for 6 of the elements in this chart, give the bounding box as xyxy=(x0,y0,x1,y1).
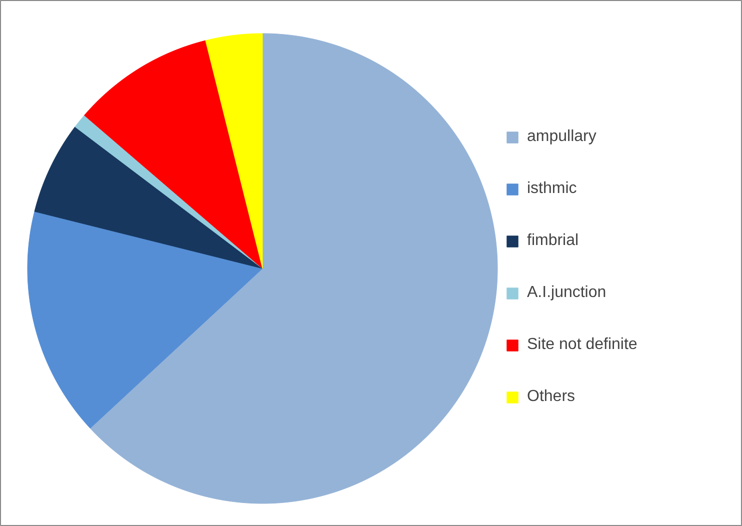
legend-label: isthmic xyxy=(527,180,577,198)
legend-label: ampullary xyxy=(527,128,596,146)
legend-label: Site not definite xyxy=(527,336,638,354)
legend-label: A.I.junction xyxy=(527,284,606,302)
legend-label: fimbrial xyxy=(527,232,579,250)
legend-label: Others xyxy=(527,388,576,406)
